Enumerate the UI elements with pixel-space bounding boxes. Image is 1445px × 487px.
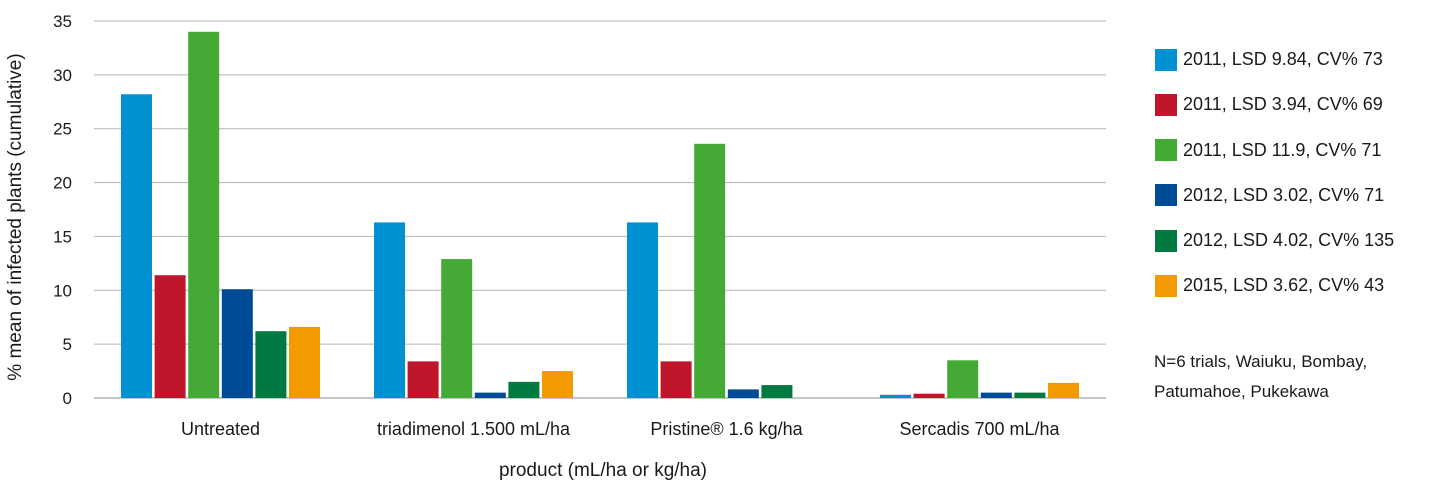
legend-swatch xyxy=(1155,184,1177,207)
legend-label: 2012, LSD 4.02, CV% 135 xyxy=(1183,230,1395,251)
category-labels: Untreated triadimenol 1.500 mL/ha Pristine… xyxy=(181,419,1061,439)
legend-item: 2015, LSD 3.62, CV% 43 xyxy=(1155,274,1394,297)
y-tick-label: 25 xyxy=(53,120,72,139)
legend-item: 2011, LSD 3.94, CV% 69 xyxy=(1155,93,1394,116)
y-tick-label: 5 xyxy=(63,335,72,354)
bar xyxy=(880,394,911,398)
category-label: Sercadis 700 mL/ha xyxy=(899,419,1060,439)
category-label: Untreated xyxy=(181,419,260,439)
trial-note-line-1: N=6 trials, Waiuku, Bombay, xyxy=(1154,352,1368,371)
legend-label: 2011, LSD 11.9, CV% 71 xyxy=(1183,139,1382,160)
legend-swatch xyxy=(1155,274,1177,297)
bar xyxy=(694,143,726,398)
legend-swatch xyxy=(1155,48,1177,71)
bars xyxy=(121,31,1079,399)
bar xyxy=(660,361,692,398)
bar xyxy=(289,326,320,398)
bar-chart: 0 5 10 15 20 25 30 35 Untreated triadimenol 1.50… xyxy=(5,12,1106,481)
legend: 2011, LSD 9.84, CV% 73 2011, LSD 3.94, CV… xyxy=(1155,48,1394,320)
bar xyxy=(374,222,405,398)
bar xyxy=(474,392,506,398)
trial-note: N=6 trials, Waiuku, Bombay, Patumahoe, P… xyxy=(1154,347,1367,407)
y-axis-title: % mean of infected plants (cumulative) xyxy=(5,53,26,380)
legend-label: 2012, LSD 3.02, CV% 71 xyxy=(1183,184,1385,205)
y-tick-labels: 0 5 10 15 20 25 30 35 xyxy=(53,12,72,408)
legend-item: 2011, LSD 9.84, CV% 73 xyxy=(1155,48,1394,71)
bar xyxy=(727,389,759,398)
bar xyxy=(508,381,540,398)
legend-label: 2015, LSD 3.62, CV% 43 xyxy=(1183,275,1385,296)
legend-swatch xyxy=(1155,93,1177,116)
bar xyxy=(221,289,253,398)
legend-label: 2011, LSD 9.84, CV% 73 xyxy=(1183,49,1383,69)
y-tick-label: 35 xyxy=(53,12,72,31)
y-tick-label: 30 xyxy=(53,66,72,85)
legend-item: 2012, LSD 3.02, CV% 71 xyxy=(1155,184,1394,207)
y-tick-label: 15 xyxy=(53,227,72,246)
y-tick-label: 10 xyxy=(53,281,72,300)
bar xyxy=(1048,382,1079,398)
legend-item: 2011, LSD 11.9, CV% 71 xyxy=(1155,139,1394,162)
bar xyxy=(980,392,1012,398)
legend-label: 2011, LSD 3.94, CV% 69 xyxy=(1183,94,1383,115)
bar xyxy=(188,31,220,399)
category-label: triadimenol 1.500 mL/ha xyxy=(377,419,571,439)
x-axis-title: product (mL/ha or kg/ha) xyxy=(499,460,707,481)
bar xyxy=(947,360,979,398)
legend-swatch xyxy=(1155,229,1177,252)
trial-note-line-2: Patumahoe, Pukekawa xyxy=(1154,382,1329,401)
legend-swatch xyxy=(1155,139,1177,162)
bar xyxy=(627,222,658,398)
bar xyxy=(761,385,793,398)
y-tick-label: 0 xyxy=(63,389,72,408)
bar xyxy=(913,393,945,398)
bar xyxy=(407,361,439,398)
legend-item: 2012, LSD 4.02, CV% 135 xyxy=(1155,229,1394,252)
bar xyxy=(542,371,573,398)
y-tick-label: 20 xyxy=(53,174,72,193)
bar xyxy=(255,331,287,398)
bar xyxy=(1014,392,1046,398)
bar xyxy=(441,259,473,398)
category-label: Pristine® 1.6 kg/ha xyxy=(650,419,803,439)
bar xyxy=(154,275,186,398)
bar xyxy=(121,94,152,398)
